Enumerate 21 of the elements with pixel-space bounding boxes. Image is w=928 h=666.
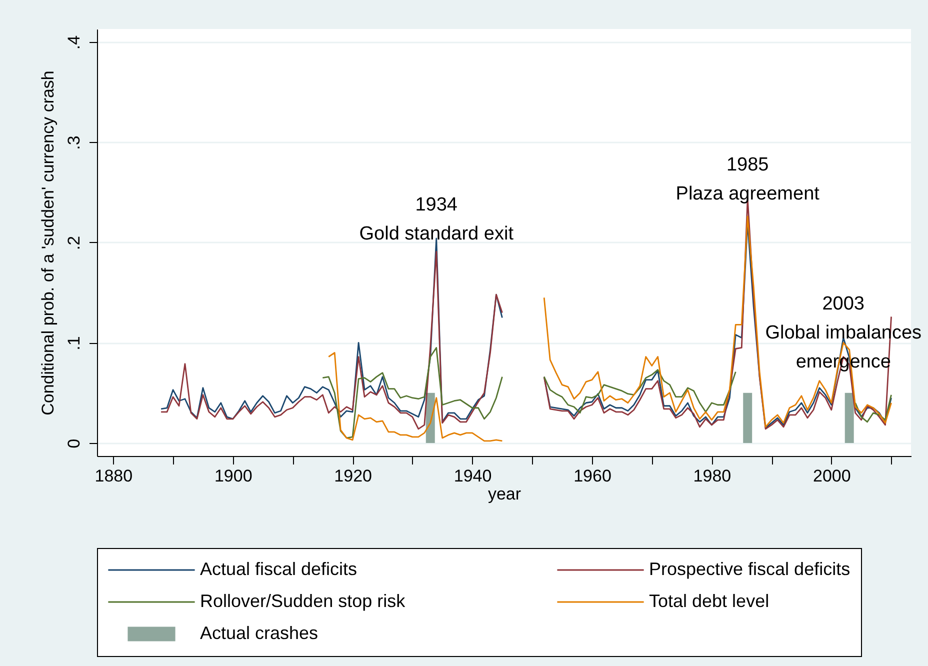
legend-label: Prospective fiscal deficits: [649, 559, 850, 579]
y-tick-label: .2: [64, 236, 84, 250]
x-tick-label: 1920: [334, 466, 372, 486]
x-tick-label: 1960: [574, 466, 612, 486]
y-tick-label: .3: [64, 136, 84, 150]
x-tick-label: 1980: [693, 466, 732, 486]
y-tick-label: 0: [64, 438, 84, 448]
annotation: 1985 Plaza agreement: [676, 154, 820, 204]
x-tick-label: 1940: [454, 466, 492, 486]
x-axis-title: year: [488, 484, 522, 504]
y-tick-label: .1: [64, 336, 84, 350]
x-tick-label: 1880: [94, 466, 133, 486]
legend-label: Total debt level: [649, 591, 770, 611]
legend-label: Rollover/Sudden stop risk: [200, 591, 406, 611]
x-tick-label: 2000: [812, 466, 851, 486]
annotation: 1934 Gold standard exit: [359, 194, 514, 244]
legend-label: Actual fiscal deficits: [200, 559, 358, 579]
y-tick-label: .4: [64, 35, 84, 50]
x-tick-label: 1900: [214, 466, 252, 486]
y-axis-title: Conditional prob. of a 'sudden' currency crash: [38, 70, 58, 416]
legend-label: Actual crashes: [200, 623, 318, 643]
